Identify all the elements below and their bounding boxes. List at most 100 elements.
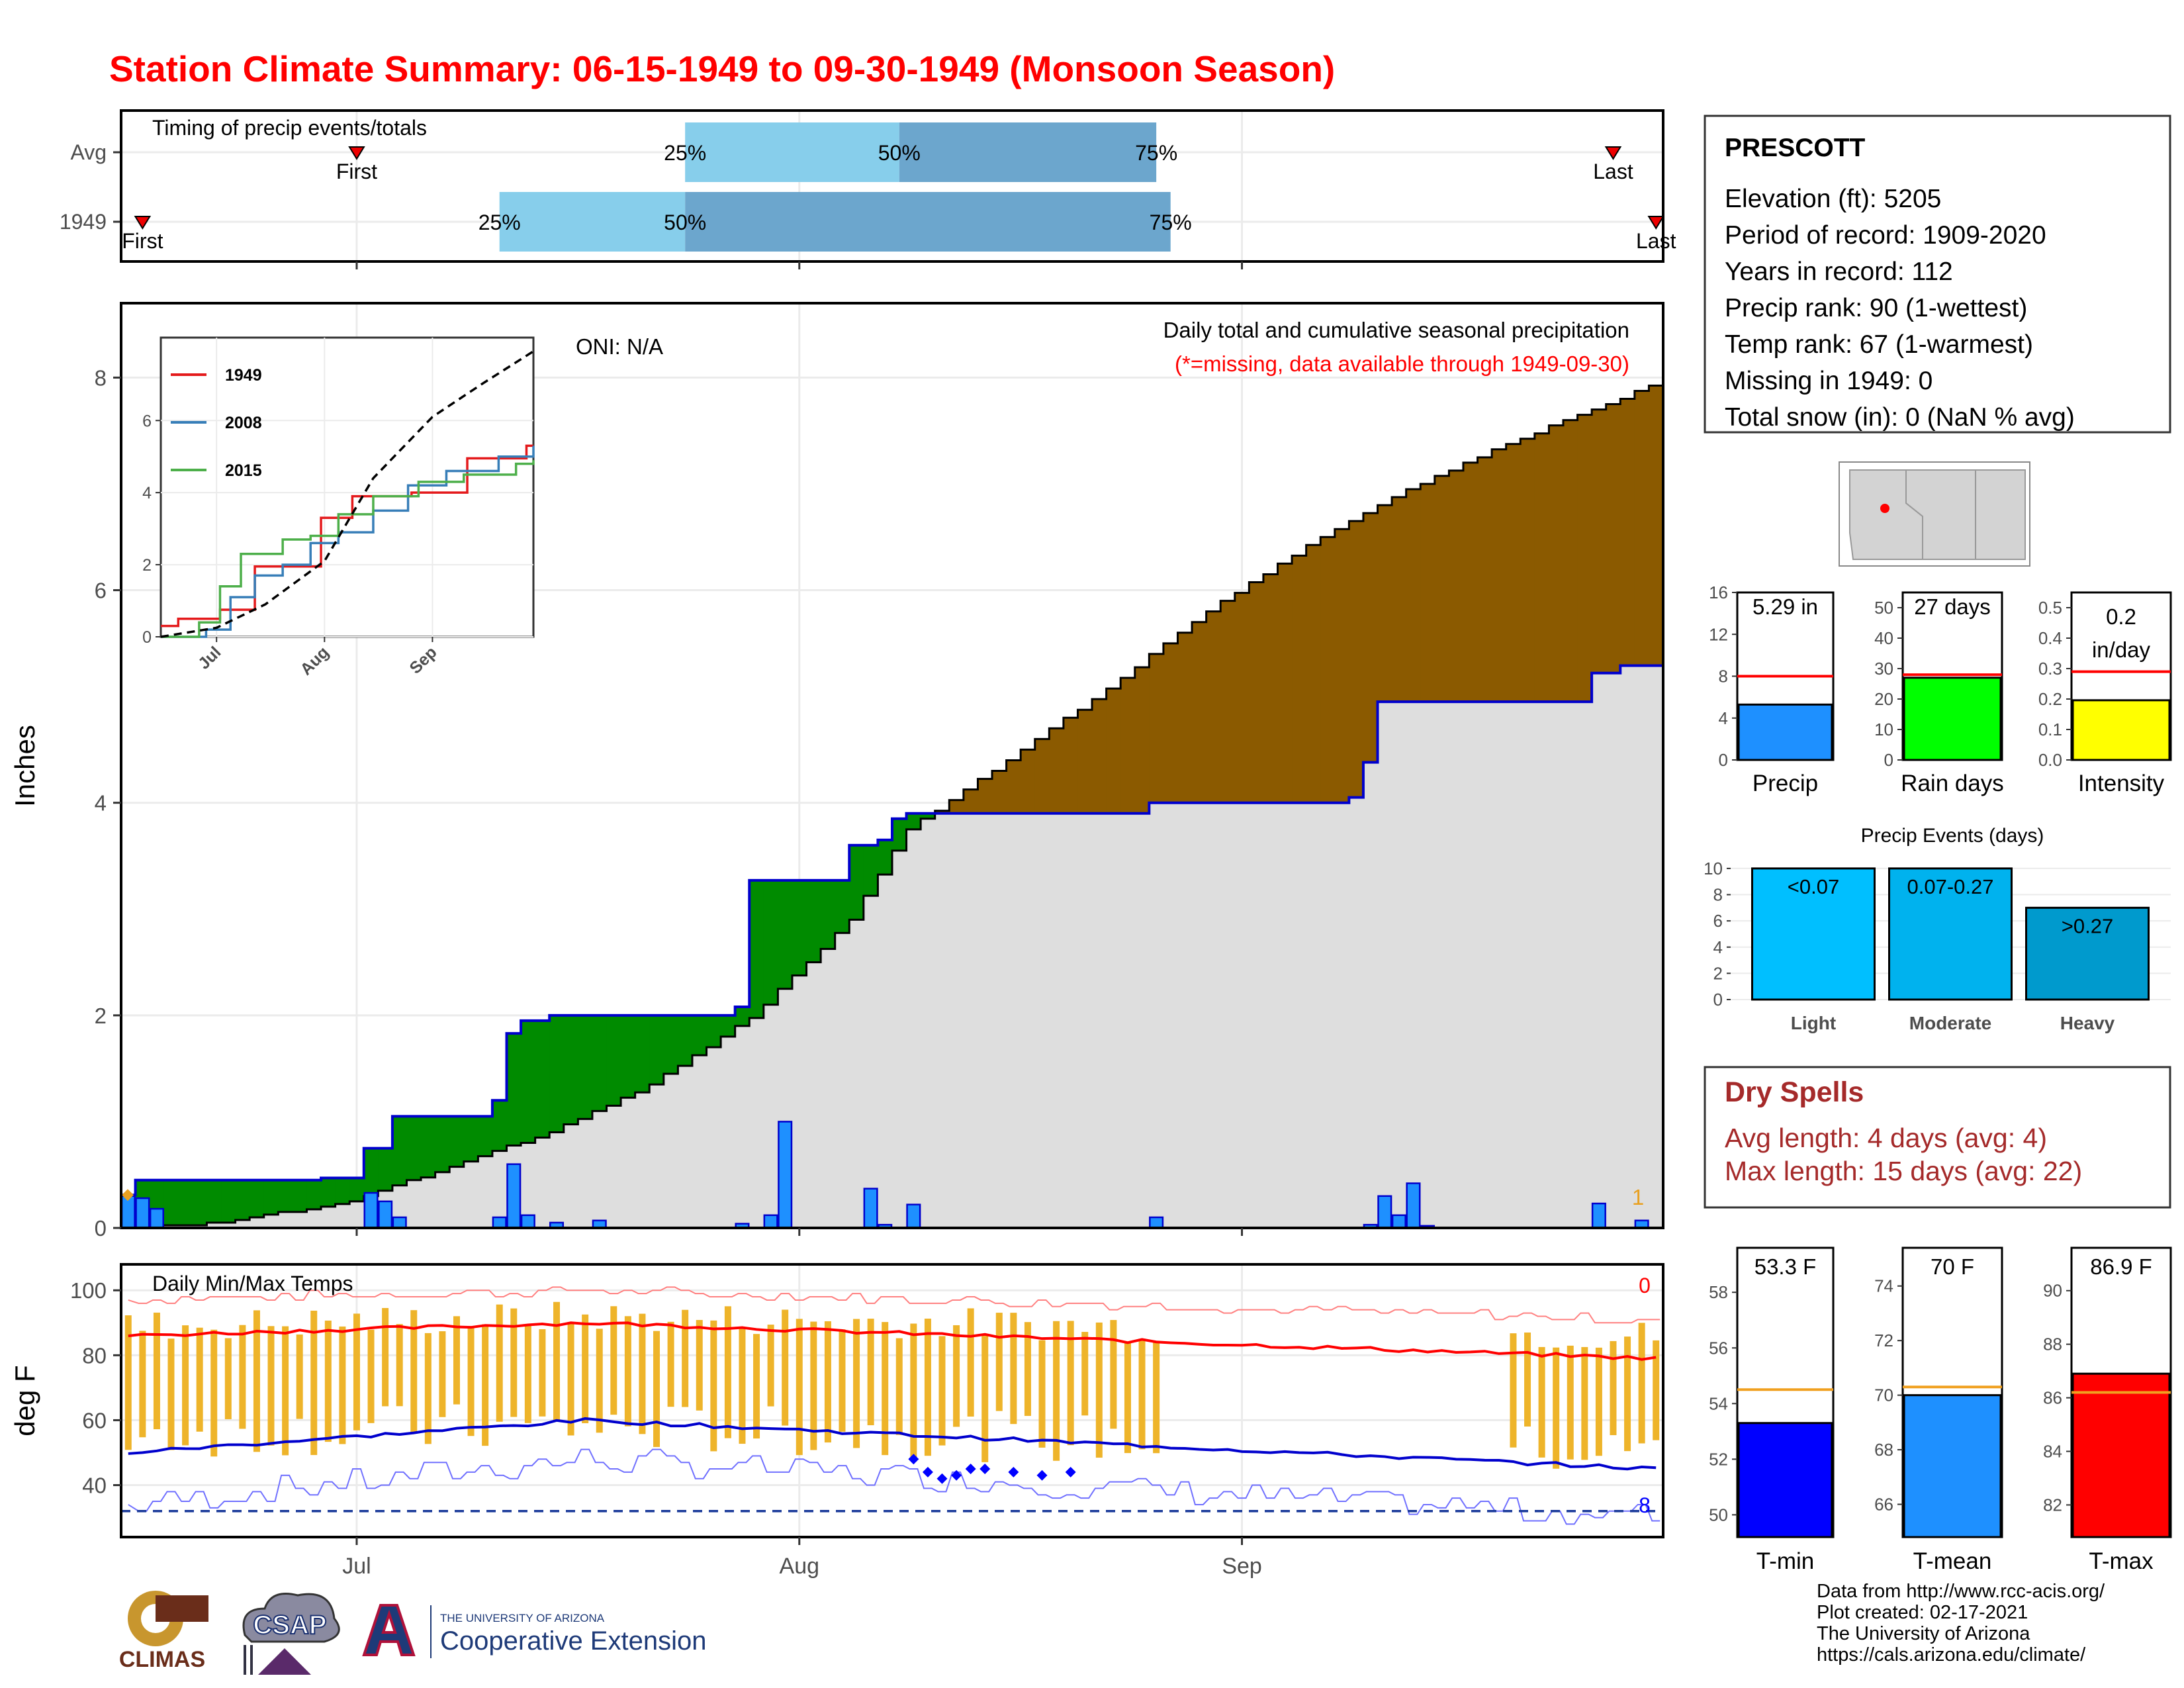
daily-precip-bar <box>763 1214 778 1229</box>
surplus-area <box>878 839 893 875</box>
daily-temp-bar <box>1095 1322 1103 1458</box>
events-y-tick-label: 4 <box>1713 937 1723 957</box>
main-y-tick-label: 0 <box>95 1216 107 1241</box>
surplus-area <box>835 880 850 933</box>
station-name: PRESCOTT <box>1725 134 1866 162</box>
daily-temp-bar <box>824 1321 831 1443</box>
inset-legend-label: 2008 <box>225 414 262 432</box>
daily-precip-bar <box>135 1197 150 1229</box>
daily-temp-bar <box>1010 1313 1017 1425</box>
daily-temp-bar <box>667 1321 674 1407</box>
surplus-area <box>778 880 793 989</box>
avg-min-line <box>128 1417 1657 1471</box>
station-location-dot <box>1880 504 1889 513</box>
surplus-area <box>478 1116 493 1156</box>
temp-chart-tick-label: 72 <box>1874 1331 1893 1350</box>
main-y-tick-label: 2 <box>95 1004 107 1028</box>
daily-precip-bar <box>1377 1195 1392 1229</box>
daily-temp-bar <box>682 1309 689 1407</box>
surplus-area <box>278 1180 293 1212</box>
deficit-area <box>1606 404 1621 673</box>
daily-temp-bar <box>624 1316 631 1427</box>
temp-chart-tick-label: 82 <box>2043 1495 2062 1515</box>
deficit-area <box>1120 678 1136 814</box>
cold-day-marker <box>922 1466 933 1477</box>
temp-chart-tick-label: 74 <box>1874 1276 1893 1296</box>
surplus-area <box>206 1180 222 1223</box>
deficit-area <box>1306 545 1321 803</box>
deficit-area <box>992 771 1007 814</box>
surplus-area <box>506 1033 522 1146</box>
station-info-line: Period of record: 1909-2020 <box>1725 221 2046 250</box>
record-high-line <box>128 1286 1661 1324</box>
surplus-area <box>749 880 764 1018</box>
missing-note: (*=missing, data available through 1949-… <box>1175 352 1629 376</box>
temp-chart-bar <box>1903 1394 2002 1538</box>
daily-temp-bar <box>1067 1321 1074 1446</box>
daily-temp-bar <box>953 1325 960 1427</box>
deficit-area <box>1077 710 1093 814</box>
deficit-area <box>1277 563 1293 803</box>
surplus-area <box>306 1180 322 1209</box>
surplus-area <box>292 1180 308 1212</box>
event-bar-range: >0.27 <box>2062 914 2113 937</box>
mini-chart-tick-label: 0.1 <box>2038 720 2062 739</box>
surplus-area <box>721 1015 736 1037</box>
daily-temp-bar <box>267 1326 275 1446</box>
daily-temp-bar <box>139 1331 146 1438</box>
mini-chart-bar <box>1903 677 2002 761</box>
daily-temp-bar <box>753 1334 760 1439</box>
temp-chart-bar <box>1737 1422 1833 1538</box>
surplus-area <box>763 880 779 1005</box>
daily-temp-bar <box>482 1324 489 1446</box>
station-info-line: Elevation (ft): 5205 <box>1725 185 1941 213</box>
station-box <box>1704 115 2171 434</box>
locator-map-texas <box>1975 469 2026 560</box>
station-info-line: Years in record: 112 <box>1725 258 1953 286</box>
daily-temp-bar <box>167 1338 175 1450</box>
daily-temp-bar <box>810 1321 817 1450</box>
timing-bar-25-50 <box>499 192 686 252</box>
mini-chart-label: Intensity <box>2078 771 2165 796</box>
ua-cooperative-extension-logo: THE UNIVERSITY OF ARIZONA Cooperative Ex… <box>362 1604 706 1658</box>
timing-p25-label: 25% <box>478 211 521 234</box>
daily-temp-bar <box>553 1301 561 1422</box>
daily-precip-bar <box>120 1195 136 1229</box>
surplus-area <box>735 1007 750 1026</box>
daily-temp-bar <box>967 1308 974 1417</box>
daily-temp-bar <box>796 1319 803 1456</box>
daily-temp-bar <box>153 1312 160 1430</box>
daily-temp-bar <box>210 1329 218 1457</box>
daily-precip-bar <box>906 1203 921 1229</box>
deficit-area <box>1206 611 1221 803</box>
climas-logo: CLIMAS <box>119 1591 208 1672</box>
daily-temp-bar <box>324 1320 332 1442</box>
station-info-line: Missing in 1949: 0 <box>1725 367 1933 395</box>
1949-cumulative-line <box>121 664 1663 1197</box>
mini-chart-tick-label: 20 <box>1874 689 1893 709</box>
daily-temp-bar <box>1538 1346 1545 1458</box>
deficit-area <box>1006 760 1021 814</box>
deficit-area <box>1406 489 1421 702</box>
temp-chart-tick-label: 84 <box>2043 1442 2062 1462</box>
deficit-area <box>1292 555 1307 803</box>
mini-chart-label: Precip <box>1752 771 1818 796</box>
deficit-area <box>1477 457 1492 702</box>
daily-precip-bar <box>1391 1214 1406 1229</box>
surplus-area <box>378 1148 393 1191</box>
mini-chart-tick-label: 30 <box>1874 659 1893 679</box>
deficit-area <box>1149 653 1164 803</box>
surplus-area <box>578 1015 593 1119</box>
event-bar <box>2025 906 2150 1001</box>
footer-line: https://cals.arizona.edu/climate/ <box>1817 1644 2086 1665</box>
record-low-line <box>128 1448 1661 1525</box>
temps-y-tick-label: 60 <box>82 1408 107 1432</box>
cumulative-area-base <box>121 665 1663 1228</box>
temps-x-tick-label: Aug <box>780 1554 820 1579</box>
deficit-area <box>1177 632 1193 803</box>
daily-temp-bar <box>739 1327 746 1444</box>
surplus-area <box>250 1180 265 1217</box>
event-bar-label: Moderate <box>1909 1013 1991 1033</box>
daily-precip-bar <box>363 1192 379 1229</box>
